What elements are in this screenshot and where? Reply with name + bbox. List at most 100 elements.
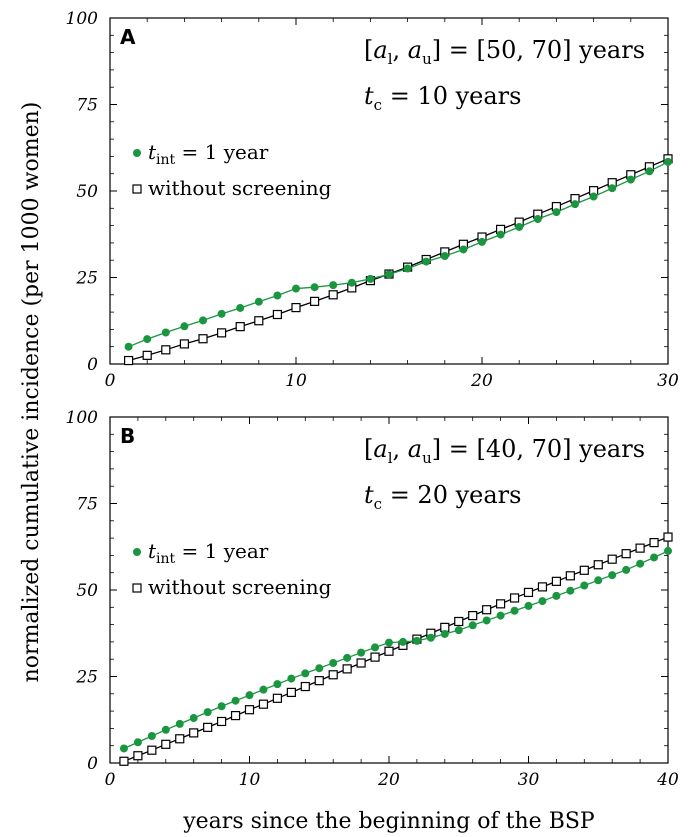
panel-label: B [120,424,135,448]
data-point-screening [636,559,645,568]
data-point-screening [496,611,505,620]
annotation-text: a [373,36,387,64]
y-tick-label: 50 [76,581,98,601]
data-point-screening [217,702,226,711]
data-point-screening [496,230,505,239]
data-point-without-screening [607,554,617,564]
annotation-subscript: l [388,449,393,467]
data-point-without-screening [370,652,380,662]
data-point-screening [622,565,631,574]
legend-text: = 1 [175,539,224,563]
data-point-screening [347,278,356,287]
annotation-text: [ [364,435,373,463]
data-point-screening [608,184,617,193]
annotation-time: tc = 20 years [364,481,521,513]
x-tick-label: 0 [105,770,116,790]
data-point-screening [287,674,296,683]
data-point-screening [301,669,310,678]
annotation-time: tc = 10 years [364,82,521,114]
annotation-text: t [364,82,374,110]
data-point-without-screening [635,543,645,553]
data-point-screening [254,297,263,306]
data-point-without-screening [161,739,171,749]
legend-marker-without-screening [132,184,142,194]
y-tick-label: 100 [66,408,99,428]
data-point-screening [440,629,449,638]
data-point-without-screening [272,693,282,703]
data-point-without-screening [328,290,338,300]
data-point-screening [398,637,407,646]
data-point-screening [645,167,654,176]
data-point-screening [147,732,156,741]
data-point-screening [533,215,542,224]
legend-subscript: int [156,551,175,567]
series-line-screening [123,550,669,750]
data-point-without-screening [235,322,245,332]
data-point-screening [650,553,659,562]
data-point-screening [571,200,579,209]
data-point-without-screening [291,303,301,313]
annotation-subscript: u [422,449,432,467]
x-axis-title: years since the beginning of the BSP [182,809,595,834]
data-point-without-screening [230,710,241,721]
y-tick-label: 0 [87,754,98,774]
data-point-screening [589,192,598,201]
data-point-screening [468,621,477,630]
annotation-subscript: u [422,50,432,68]
data-point-without-screening [119,756,129,766]
data-point-without-screening [142,350,152,360]
legend-label-without-screening: without screening [148,176,332,200]
annotation-subscript: l [388,50,393,68]
legend-label-screening: tint = 1 year [148,140,269,168]
annotation-text: [ [364,36,373,64]
legend-marker-without-screening [132,583,142,593]
x-tick-label: 40 [656,770,679,790]
data-point-without-screening [244,705,255,715]
x-tick-label: 30 [657,371,679,391]
data-point-screening [608,571,617,580]
y-tick-label: 25 [75,668,98,688]
legend-marker-screening [133,548,141,556]
data-point-screening [119,744,128,753]
data-point-screening [315,664,324,673]
data-point-screening [273,680,282,689]
data-point-screening [231,696,240,705]
data-point-screening [524,601,533,610]
x-tick-label: 20 [470,371,493,391]
data-point-without-screening [258,699,269,709]
annotation-text: a [373,435,387,463]
data-point-without-screening [328,670,338,680]
data-point-without-screening [133,751,143,761]
annotation-text: ] = [50, 70] [432,36,579,64]
legend-text: t [148,539,157,563]
legend-text: t [148,140,157,164]
annotation-subscript: c [374,495,382,513]
data-point-without-screening [175,734,185,744]
data-point-without-screening [468,611,478,621]
legend-text: = 1 [175,140,224,164]
annotation-text: ] = [40, 70] [432,435,579,463]
data-point-without-screening [649,537,659,548]
y-tick-label: 75 [76,96,98,116]
data-point-screening [236,303,245,312]
y-tick-label: 100 [66,9,99,29]
data-point-screening [412,636,421,645]
data-point-without-screening [272,309,282,320]
y-axis-title: normalized cumulative incidence (per 100… [19,102,44,683]
legend-label-screening: tint = 1 year [148,539,269,567]
annotation-age-range: [al, au] = [40, 70] years [364,435,645,467]
y-tick-label: 75 [76,495,98,515]
data-point-without-screening [496,599,506,609]
data-point-screening [626,175,635,184]
legend-subscript: int [156,152,175,168]
y-tick-label: 25 [75,269,98,289]
annotation-text: years [455,82,522,110]
data-point-screening [664,546,672,555]
annotation-text: years [578,435,645,463]
data-point-screening [199,316,207,325]
x-tick-label: 20 [377,770,400,790]
data-point-screening [459,245,468,254]
data-point-without-screening [217,328,227,338]
annotation-text: years [578,36,645,64]
data-point-screening [217,309,226,318]
